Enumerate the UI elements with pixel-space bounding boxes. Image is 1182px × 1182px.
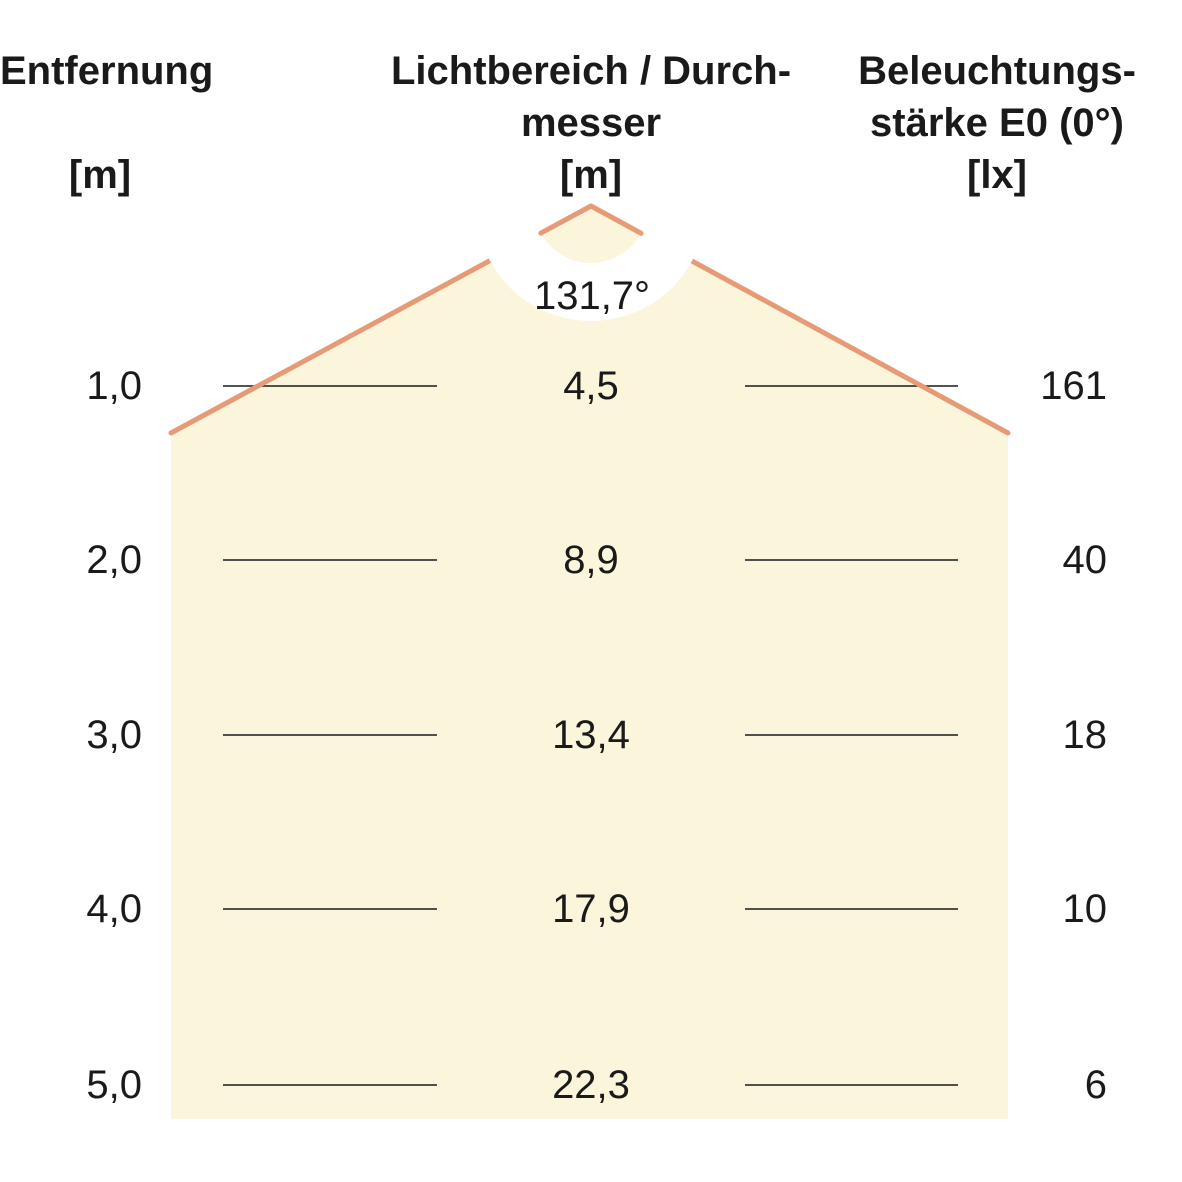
header-illuminance-title-line1: Beleuchtungs- bbox=[858, 49, 1136, 93]
beam-cone-body bbox=[171, 206, 1008, 1119]
beam-angle-label: 131,7° bbox=[533, 274, 651, 318]
illuminance-value-5: 6 bbox=[1084, 1063, 1107, 1107]
beam-apex-edge-left bbox=[538, 203, 594, 236]
illuminance-value-1: 161 bbox=[1040, 364, 1107, 408]
illuminance-value-4: 10 bbox=[1062, 887, 1108, 931]
diameter-value-3: 13,4 bbox=[552, 713, 630, 757]
header-diameter-title-line1: Lichtbereich / Durch- bbox=[391, 49, 792, 93]
diameter-value-4: 17,9 bbox=[552, 887, 630, 931]
header-illuminance: Beleuchtungs- stärke E0 (0°) [lx] bbox=[822, 45, 1172, 201]
distance-value-1: 1,0 bbox=[86, 364, 142, 408]
illuminance-value-2: 40 bbox=[1062, 538, 1108, 582]
header-distance-unit: [m] bbox=[68, 153, 132, 197]
header-diameter-unit: [m] bbox=[559, 153, 623, 197]
header-diameter-title-line2: messer bbox=[520, 101, 662, 145]
distance-value-3: 3,0 bbox=[86, 713, 142, 757]
header-illuminance-unit: [lx] bbox=[967, 153, 1027, 197]
diameter-value-1: 4,5 bbox=[563, 364, 619, 408]
distance-value-5: 5,0 bbox=[86, 1063, 142, 1107]
header-illuminance-title-line2: stärke E0 (0°) bbox=[870, 101, 1124, 145]
header-distance: Entfernung [m] bbox=[0, 45, 214, 201]
illuminance-value-3: 18 bbox=[1062, 713, 1108, 757]
beam-apex-edge-right bbox=[588, 203, 644, 236]
diameter-value-2: 8,9 bbox=[563, 538, 619, 582]
distance-value-2: 2,0 bbox=[86, 538, 142, 582]
header-diameter: Lichtbereich / Durch- messer [m] bbox=[391, 45, 791, 201]
header-distance-title: Entfernung bbox=[0, 49, 214, 93]
distance-value-4: 4,0 bbox=[86, 887, 142, 931]
diameter-value-5: 22,3 bbox=[552, 1063, 630, 1107]
header-distance-spacer bbox=[0, 97, 200, 149]
